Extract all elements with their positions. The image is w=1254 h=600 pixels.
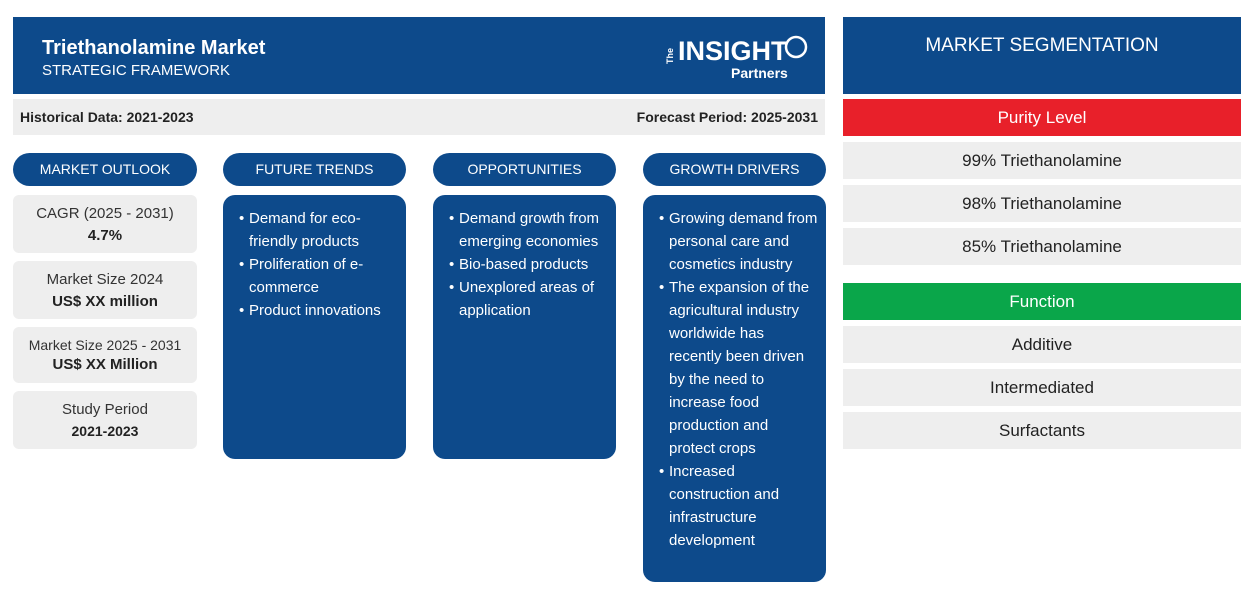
- outlook-card-cagr: CAGR (2025 - 2031) 4.7%: [13, 195, 197, 253]
- future-trends-list: Demand for eco-friendly products Prolife…: [223, 195, 406, 322]
- growth-drivers-box: Growing demand from personal care and co…: [643, 195, 826, 582]
- historical-data-label: Historical Data: 2021-2023: [20, 109, 194, 125]
- outlook-card-market-size-2024: Market Size 2024 US$ XX million: [13, 261, 197, 319]
- logo-insight: INSIGHT: [678, 36, 788, 66]
- growth-drivers-list: Growing demand from personal care and co…: [643, 195, 826, 552]
- opportunity-item: Demand growth from emerging economies: [449, 207, 608, 253]
- outlook-card-study-period: Study Period 2021-2023: [13, 391, 197, 449]
- outlook-value: 2021-2023: [71, 423, 139, 439]
- header-banner: Triethanolamine Market STRATEGIC FRAMEWO…: [13, 17, 825, 94]
- page-title: Triethanolamine Market: [42, 37, 266, 59]
- period-bar: Historical Data: 2021-2023 Forecast Peri…: [13, 99, 825, 135]
- opportunities-heading: OPPORTUNITIES: [433, 153, 616, 186]
- growth-driver-item: Increased construction and infrastructur…: [659, 460, 818, 552]
- segment-item: Intermediated: [843, 369, 1241, 406]
- forecast-period-label: Forecast Period: 2025-2031: [636, 109, 818, 125]
- logo-the: The: [665, 47, 675, 64]
- future-trend-item: Demand for eco-friendly products: [239, 207, 398, 253]
- outlook-label: Market Size 2025 - 2031: [28, 337, 182, 353]
- outlook-card-market-size-forecast: Market Size 2025 - 2031 US$ XX Million: [13, 327, 197, 383]
- logo-swoosh-icon: [784, 35, 808, 59]
- segment-item: 98% Triethanolamine: [843, 185, 1241, 222]
- logo-partners: Partners: [731, 65, 788, 81]
- segment-item: Surfactants: [843, 412, 1241, 449]
- outlook-value: US$ XX Million: [52, 356, 158, 373]
- insight-partners-logo: The INSIGHT Partners: [665, 34, 810, 82]
- future-trend-item: Product innovations: [239, 299, 398, 322]
- segment-category-purity-level: Purity Level: [843, 99, 1241, 136]
- growth-drivers-heading: GROWTH DRIVERS: [643, 153, 826, 186]
- outlook-label: CAGR (2025 - 2031): [36, 205, 174, 222]
- segment-item: Additive: [843, 326, 1241, 363]
- market-segmentation-heading: MARKET SEGMENTATION: [843, 17, 1241, 94]
- opportunities-list: Demand growth from emerging economies Bi…: [433, 195, 616, 322]
- growth-driver-item: The expansion of the agricultural indust…: [659, 276, 818, 460]
- opportunity-item: Bio-based products: [449, 253, 608, 276]
- growth-driver-item: Growing demand from personal care and co…: [659, 207, 818, 276]
- opportunity-item: Unexplored areas of application: [449, 276, 608, 322]
- future-trend-item: Proliferation of e-commerce: [239, 253, 398, 299]
- outlook-label: Market Size 2024: [46, 271, 164, 288]
- segment-item: 85% Triethanolamine: [843, 228, 1241, 265]
- future-trends-box: Demand for eco-friendly products Prolife…: [223, 195, 406, 459]
- segment-category-function: Function: [843, 283, 1241, 320]
- segment-item: 99% Triethanolamine: [843, 142, 1241, 179]
- page-subtitle: STRATEGIC FRAMEWORK: [42, 62, 231, 79]
- market-outlook-heading: MARKET OUTLOOK: [13, 153, 197, 186]
- opportunities-box: Demand growth from emerging economies Bi…: [433, 195, 616, 459]
- outlook-value: 4.7%: [87, 227, 123, 244]
- outlook-label: Study Period: [62, 401, 148, 418]
- outlook-value: US$ XX million: [52, 293, 158, 310]
- future-trends-heading: FUTURE TRENDS: [223, 153, 406, 186]
